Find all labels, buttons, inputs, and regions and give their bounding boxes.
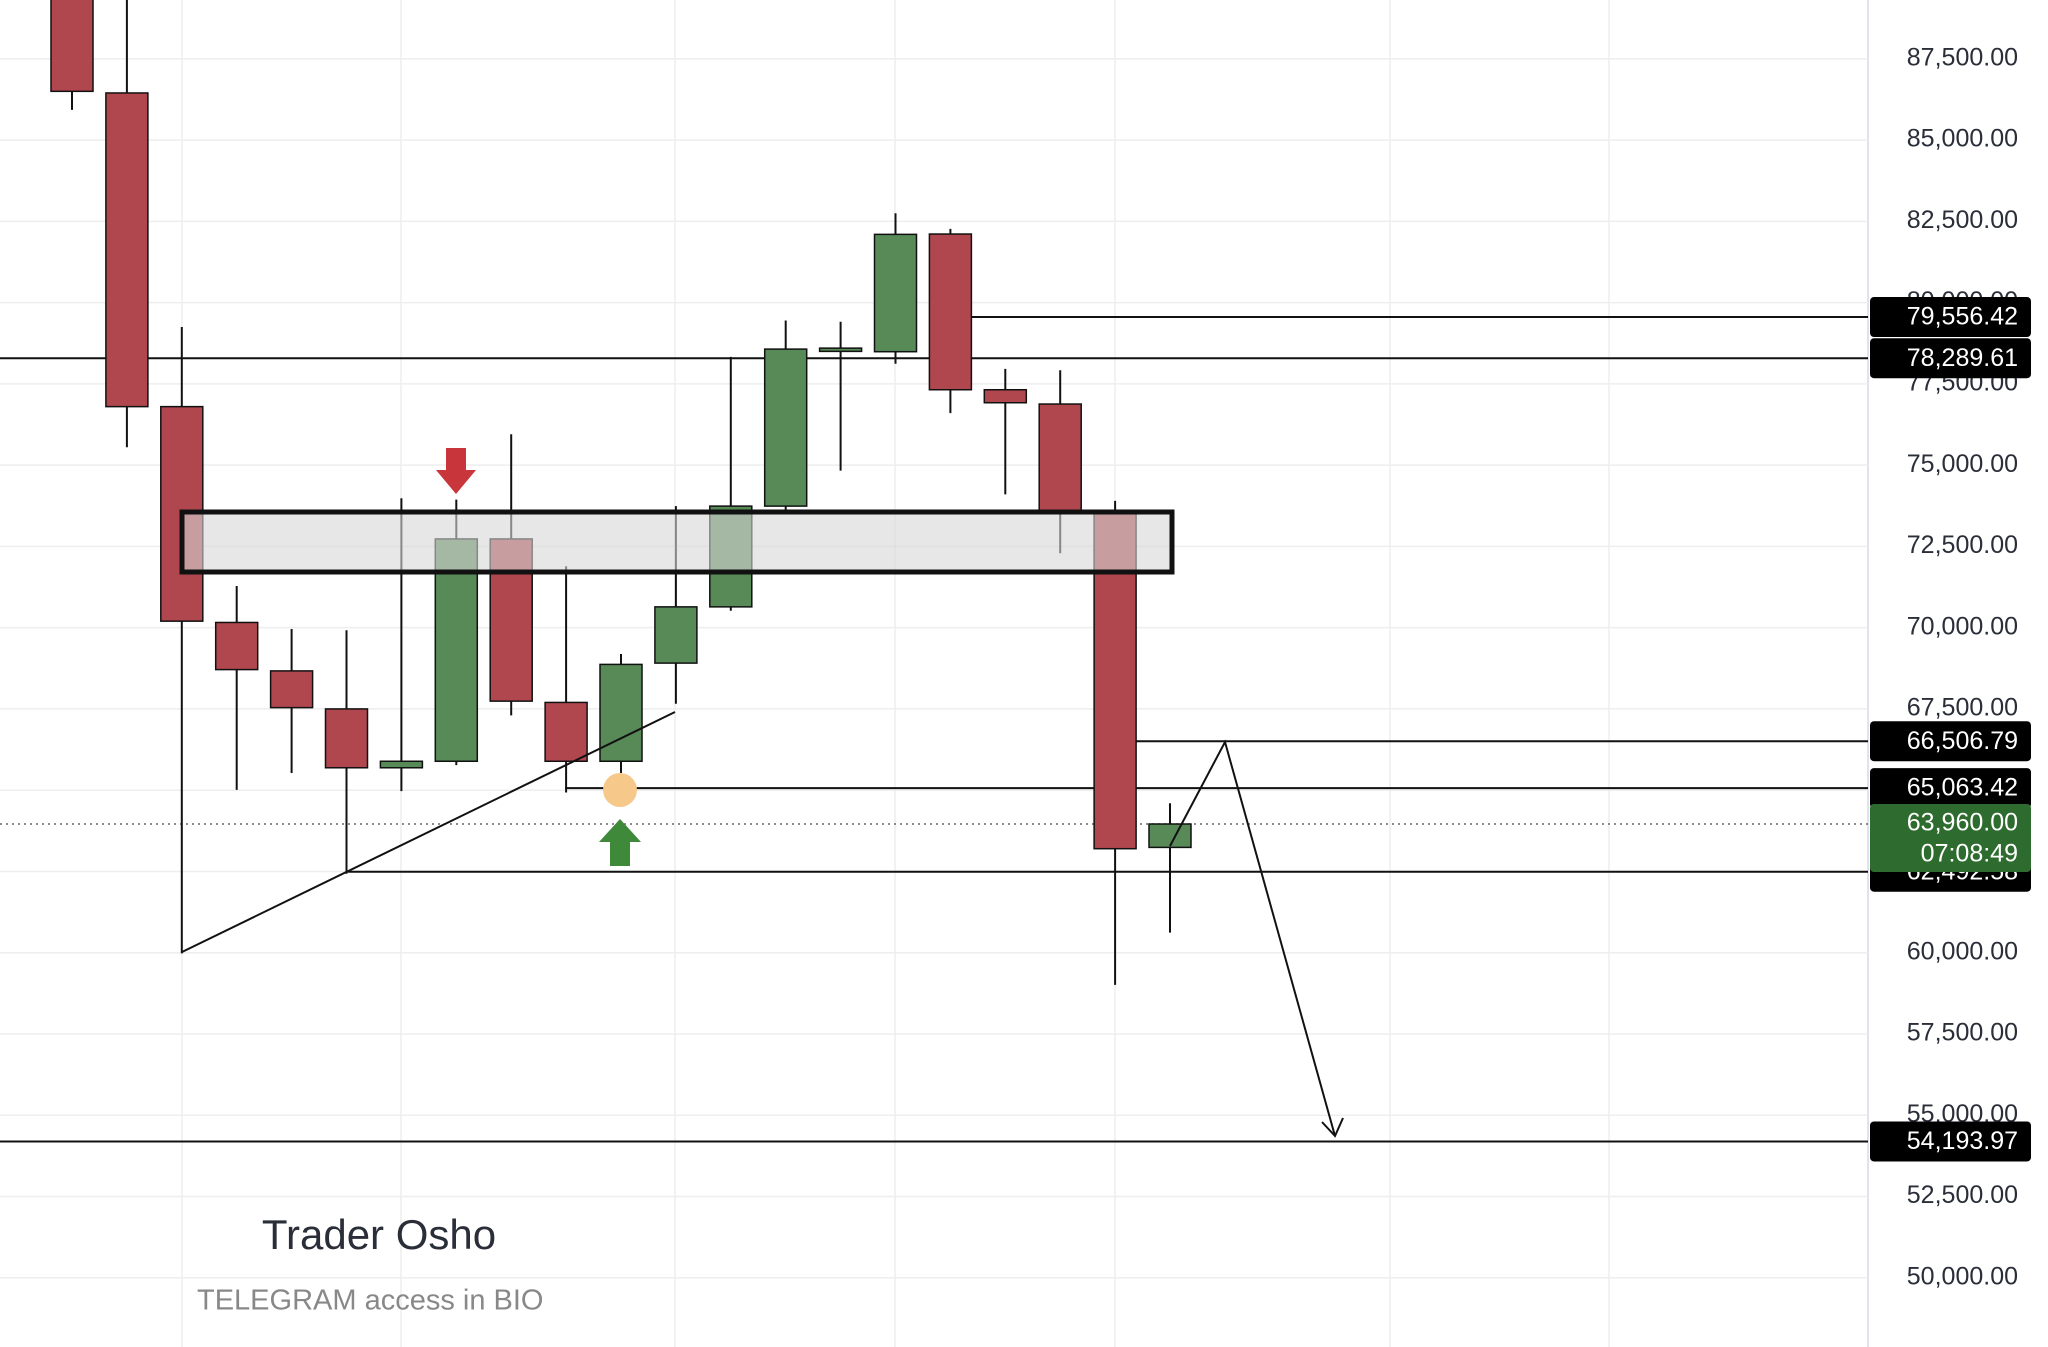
signal-dot (603, 773, 637, 807)
candle-body (324, 708, 369, 769)
candle-body (1148, 823, 1192, 849)
candle-body (50, 0, 94, 93)
y-tick-label: 70,000.00 (1907, 612, 2018, 640)
watermark-title: Trader Osho (262, 1211, 496, 1258)
candle-body (434, 538, 479, 763)
candle-body (599, 663, 643, 763)
candle-body (983, 388, 1028, 404)
y-tick-label: 82,500.00 (1907, 206, 2018, 234)
trend-line (181, 711, 676, 953)
price-tag-label: 79,556.42 (1907, 303, 2018, 331)
candle-body (379, 760, 424, 769)
price-tag-bg (1870, 297, 2031, 338)
levels (0, 316, 1868, 1143)
projection-arrowhead (1321, 1117, 1344, 1138)
price-tag-bg (1870, 1121, 2031, 1162)
candle-body (214, 621, 259, 671)
candle-body (269, 670, 314, 709)
y-tick-label: 52,500.00 (1907, 1181, 2018, 1209)
price-tag-label: 65,063.42 (1907, 774, 2018, 802)
y-tick-label: 50,000.00 (1907, 1262, 2018, 1290)
y-tick-label: 72,500.00 (1907, 531, 2018, 559)
y-tick-label: 85,000.00 (1907, 125, 2018, 153)
candle-body (544, 701, 588, 763)
y-tick-label: 75,000.00 (1907, 450, 2018, 478)
candle-body (105, 92, 149, 408)
price-tag-bg (1870, 721, 2031, 762)
candle-body (654, 606, 698, 664)
candle-body (818, 347, 863, 353)
price-tag-bg (1870, 338, 2031, 379)
price-axis: 87,500.0085,000.0082,500.0080,000.0077,5… (1870, 43, 2031, 1290)
countdown-label: 07:08:49 (1921, 840, 2018, 868)
last-price-label: 63,960.00 (1907, 809, 2018, 837)
price-tag-label: 78,289.61 (1907, 344, 2018, 372)
up-arrow (599, 819, 641, 866)
y-tick-label: 87,500.00 (1907, 43, 2018, 71)
watermark-subtitle: TELEGRAM access in BIO (197, 1285, 544, 1317)
projection-path (1169, 739, 1336, 1137)
zone-box (179, 509, 1175, 575)
price-tag-bg (1870, 768, 2031, 809)
y-tick-label: 67,500.00 (1907, 694, 2018, 722)
down-arrow (436, 448, 476, 494)
candle-body (873, 233, 918, 353)
price-tag-label: 66,506.79 (1907, 727, 2018, 755)
last-price-tag-bg (1870, 803, 2031, 872)
y-tick-label: 60,000.00 (1907, 937, 2018, 965)
candle-body (928, 233, 973, 391)
y-tick-label: 57,500.00 (1907, 1019, 2018, 1047)
drawings (179, 448, 1344, 1138)
candle-body (1038, 403, 1082, 513)
price-tag-label: 54,193.97 (1907, 1127, 2018, 1155)
candle-body (763, 348, 808, 507)
